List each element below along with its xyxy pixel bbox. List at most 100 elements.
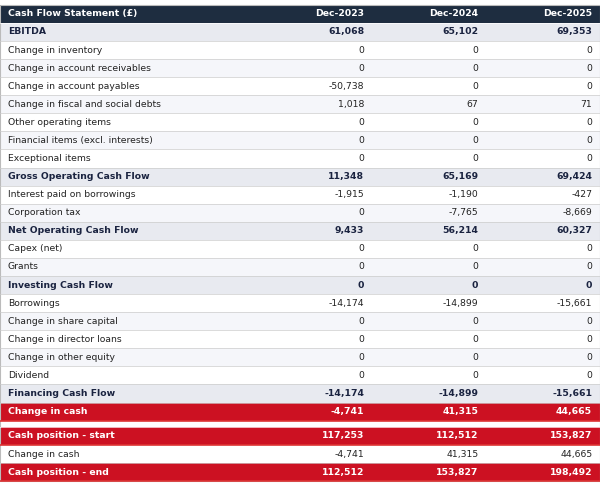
Text: 0: 0 bbox=[472, 335, 478, 344]
Bar bbox=[0, 445, 600, 463]
Bar bbox=[0, 95, 600, 113]
Bar bbox=[0, 366, 600, 384]
Text: Corporation tax: Corporation tax bbox=[8, 208, 80, 217]
Bar bbox=[0, 384, 600, 402]
Text: Other operating items: Other operating items bbox=[8, 118, 111, 127]
Text: Borrowings: Borrowings bbox=[8, 298, 59, 308]
Text: 0: 0 bbox=[586, 118, 592, 127]
Text: Change in other equity: Change in other equity bbox=[8, 353, 115, 362]
Text: Net Operating Cash Flow: Net Operating Cash Flow bbox=[8, 226, 139, 235]
Text: -15,661: -15,661 bbox=[557, 298, 592, 308]
Bar bbox=[0, 222, 600, 240]
Bar bbox=[0, 348, 600, 366]
Text: 11,348: 11,348 bbox=[328, 172, 364, 181]
Text: Exceptional items: Exceptional items bbox=[8, 154, 91, 163]
Text: 0: 0 bbox=[472, 82, 478, 91]
Text: Cash position - end: Cash position - end bbox=[8, 468, 109, 477]
Text: Change in inventory: Change in inventory bbox=[8, 46, 102, 54]
Text: 0: 0 bbox=[358, 371, 364, 380]
Text: 69,353: 69,353 bbox=[556, 28, 592, 36]
Bar bbox=[0, 59, 600, 77]
Text: Change in director loans: Change in director loans bbox=[8, 335, 122, 344]
Text: Dec-2023: Dec-2023 bbox=[315, 9, 364, 18]
Text: -15,661: -15,661 bbox=[552, 389, 592, 398]
Text: Change in cash: Change in cash bbox=[8, 407, 88, 416]
Text: 56,214: 56,214 bbox=[442, 226, 478, 235]
Text: EBITDA: EBITDA bbox=[8, 28, 46, 36]
Text: 0: 0 bbox=[586, 244, 592, 253]
Text: 0: 0 bbox=[358, 64, 364, 72]
Text: 112,512: 112,512 bbox=[322, 468, 364, 477]
Text: 0: 0 bbox=[472, 64, 478, 72]
Text: 0: 0 bbox=[472, 262, 478, 272]
Text: 0: 0 bbox=[358, 280, 364, 290]
Text: 0: 0 bbox=[358, 154, 364, 163]
Bar bbox=[0, 294, 600, 312]
Text: -14,174: -14,174 bbox=[329, 298, 364, 308]
Text: Change in fiscal and social debts: Change in fiscal and social debts bbox=[8, 100, 161, 109]
Text: -4,741: -4,741 bbox=[331, 407, 364, 416]
Text: 0: 0 bbox=[358, 353, 364, 362]
Text: Dividend: Dividend bbox=[8, 371, 49, 380]
Text: 1,018: 1,018 bbox=[338, 100, 364, 109]
Text: 61,068: 61,068 bbox=[328, 28, 364, 36]
Text: 0: 0 bbox=[358, 262, 364, 272]
Bar bbox=[0, 168, 600, 186]
Bar bbox=[0, 330, 600, 348]
Text: 0: 0 bbox=[586, 371, 592, 380]
Text: 60,327: 60,327 bbox=[556, 226, 592, 235]
Text: 44,665: 44,665 bbox=[556, 407, 592, 416]
Text: -7,765: -7,765 bbox=[449, 208, 478, 217]
Text: -427: -427 bbox=[571, 190, 592, 199]
Bar bbox=[0, 77, 600, 95]
Text: -1,190: -1,190 bbox=[448, 190, 478, 199]
Text: 0: 0 bbox=[586, 353, 592, 362]
Text: 0: 0 bbox=[586, 136, 592, 145]
Text: Change in share capital: Change in share capital bbox=[8, 317, 118, 326]
Text: Change in account payables: Change in account payables bbox=[8, 82, 139, 91]
Text: 0: 0 bbox=[472, 154, 478, 163]
Text: Grants: Grants bbox=[8, 262, 39, 272]
Text: Dec-2024: Dec-2024 bbox=[429, 9, 478, 18]
Text: 198,492: 198,492 bbox=[550, 468, 592, 477]
Text: -14,899: -14,899 bbox=[438, 389, 478, 398]
Text: 0: 0 bbox=[358, 136, 364, 145]
Text: Change in account receivables: Change in account receivables bbox=[8, 64, 151, 72]
Text: Gross Operating Cash Flow: Gross Operating Cash Flow bbox=[8, 172, 149, 181]
Bar bbox=[0, 402, 600, 420]
Text: 0: 0 bbox=[586, 262, 592, 272]
Text: Investing Cash Flow: Investing Cash Flow bbox=[8, 280, 113, 290]
Text: 71: 71 bbox=[580, 100, 592, 109]
Text: 153,827: 153,827 bbox=[436, 468, 478, 477]
Text: Financial items (excl. interests): Financial items (excl. interests) bbox=[8, 136, 152, 145]
Text: 0: 0 bbox=[586, 82, 592, 91]
Text: Dec-2025: Dec-2025 bbox=[543, 9, 592, 18]
Text: 153,827: 153,827 bbox=[550, 432, 592, 440]
Bar bbox=[0, 240, 600, 258]
Text: -50,738: -50,738 bbox=[329, 82, 364, 91]
Text: 0: 0 bbox=[472, 280, 478, 290]
Bar bbox=[0, 41, 600, 59]
Text: 65,102: 65,102 bbox=[442, 28, 478, 36]
Bar bbox=[0, 420, 600, 427]
Text: 0: 0 bbox=[586, 154, 592, 163]
Text: 0: 0 bbox=[586, 335, 592, 344]
Text: Financing Cash Flow: Financing Cash Flow bbox=[8, 389, 115, 398]
Text: 0: 0 bbox=[358, 244, 364, 253]
Text: -8,669: -8,669 bbox=[562, 208, 592, 217]
Text: 0: 0 bbox=[358, 118, 364, 127]
Text: 0: 0 bbox=[472, 244, 478, 253]
Text: 9,433: 9,433 bbox=[335, 226, 364, 235]
Bar bbox=[0, 113, 600, 131]
Text: 41,315: 41,315 bbox=[442, 407, 478, 416]
Bar bbox=[0, 204, 600, 222]
Text: 0: 0 bbox=[472, 136, 478, 145]
Text: 0: 0 bbox=[586, 280, 592, 290]
Text: 0: 0 bbox=[586, 317, 592, 326]
Text: 0: 0 bbox=[358, 46, 364, 54]
Text: 112,512: 112,512 bbox=[436, 432, 478, 440]
Bar bbox=[0, 131, 600, 150]
Text: 0: 0 bbox=[586, 46, 592, 54]
Text: 0: 0 bbox=[472, 353, 478, 362]
Text: Cash position - start: Cash position - start bbox=[8, 432, 115, 440]
